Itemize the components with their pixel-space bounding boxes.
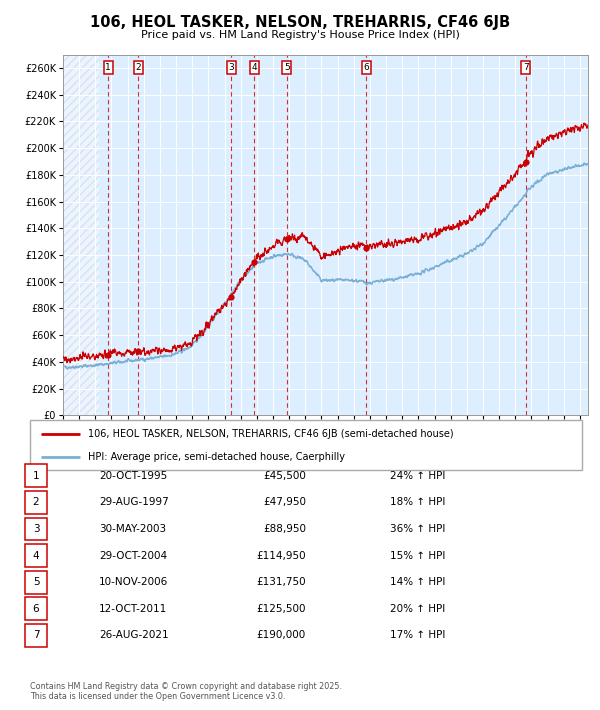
Text: 17% ↑ HPI: 17% ↑ HPI [390, 630, 445, 640]
Text: £131,750: £131,750 [256, 577, 306, 587]
Text: 4: 4 [32, 550, 40, 561]
Text: 26-AUG-2021: 26-AUG-2021 [99, 630, 169, 640]
Text: 2: 2 [136, 63, 141, 72]
Text: 20-OCT-1995: 20-OCT-1995 [99, 471, 167, 481]
Text: 36% ↑ HPI: 36% ↑ HPI [390, 524, 445, 534]
Text: 14% ↑ HPI: 14% ↑ HPI [390, 577, 445, 587]
Text: 7: 7 [523, 63, 529, 72]
Text: 5: 5 [284, 63, 290, 72]
Text: £88,950: £88,950 [263, 524, 306, 534]
Text: 1: 1 [106, 63, 111, 72]
Text: 10-NOV-2006: 10-NOV-2006 [99, 577, 168, 587]
Text: 2: 2 [32, 497, 40, 508]
Text: Price paid vs. HM Land Registry's House Price Index (HPI): Price paid vs. HM Land Registry's House … [140, 30, 460, 40]
Text: 15% ↑ HPI: 15% ↑ HPI [390, 550, 445, 561]
Text: 7: 7 [32, 630, 40, 640]
Text: 20% ↑ HPI: 20% ↑ HPI [390, 604, 445, 614]
Text: £125,500: £125,500 [257, 604, 306, 614]
Text: Contains HM Land Registry data © Crown copyright and database right 2025.
This d: Contains HM Land Registry data © Crown c… [30, 682, 342, 701]
Text: 6: 6 [32, 604, 40, 614]
Text: 3: 3 [32, 524, 40, 534]
Text: 106, HEOL TASKER, NELSON, TREHARRIS, CF46 6JB (semi-detached house): 106, HEOL TASKER, NELSON, TREHARRIS, CF4… [88, 430, 454, 439]
Text: 1: 1 [32, 471, 40, 481]
Text: 6: 6 [364, 63, 369, 72]
Text: 30-MAY-2003: 30-MAY-2003 [99, 524, 166, 534]
Text: 29-AUG-1997: 29-AUG-1997 [99, 497, 169, 508]
Text: 18% ↑ HPI: 18% ↑ HPI [390, 497, 445, 508]
FancyBboxPatch shape [30, 420, 582, 470]
Text: 24% ↑ HPI: 24% ↑ HPI [390, 471, 445, 481]
Text: £114,950: £114,950 [256, 550, 306, 561]
Text: 29-OCT-2004: 29-OCT-2004 [99, 550, 167, 561]
Text: 12-OCT-2011: 12-OCT-2011 [99, 604, 167, 614]
Text: 106, HEOL TASKER, NELSON, TREHARRIS, CF46 6JB: 106, HEOL TASKER, NELSON, TREHARRIS, CF4… [90, 15, 510, 30]
Text: £47,950: £47,950 [263, 497, 306, 508]
Text: 5: 5 [32, 577, 40, 587]
Text: £45,500: £45,500 [263, 471, 306, 481]
Text: £190,000: £190,000 [257, 630, 306, 640]
Text: 3: 3 [228, 63, 234, 72]
Text: HPI: Average price, semi-detached house, Caerphilly: HPI: Average price, semi-detached house,… [88, 452, 345, 462]
Text: 4: 4 [251, 63, 257, 72]
